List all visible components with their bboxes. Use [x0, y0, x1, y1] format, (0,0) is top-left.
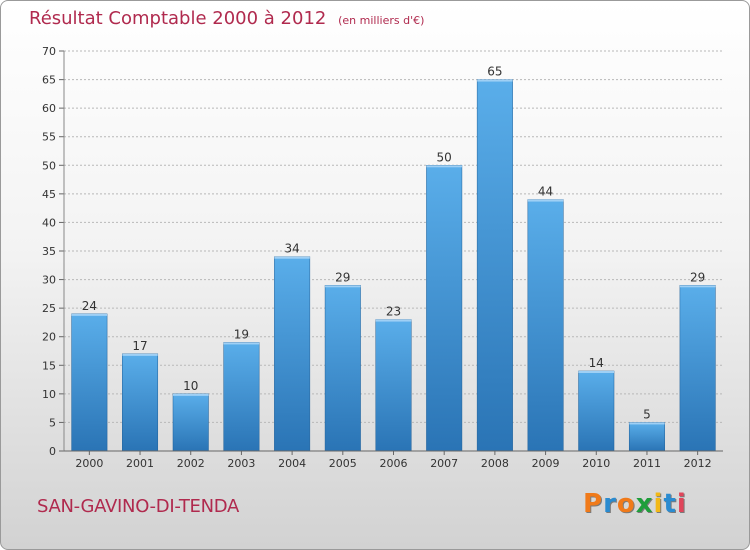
bar-highlight: [172, 393, 209, 396]
y-tick-label: 50: [42, 159, 56, 172]
bar-2000: [71, 313, 108, 452]
bar-2010: [578, 370, 615, 452]
chart-title: Résultat Comptable 2000 à 2012 (en milli…: [29, 8, 424, 29]
data-label-2008: 65: [487, 65, 502, 79]
bar-2004: [274, 256, 311, 452]
logo-letter: i: [676, 489, 687, 519]
data-label-2001: 17: [132, 339, 147, 353]
y-tick-label: 45: [42, 188, 56, 201]
bar-2009: [527, 199, 564, 452]
y-tick-label: 0: [49, 445, 56, 458]
bar-highlight: [578, 371, 615, 373]
y-tick-label: 65: [42, 74, 56, 87]
bar-highlight: [477, 79, 513, 82]
bar-highlight: [426, 165, 462, 168]
logo-letter: o: [616, 489, 636, 519]
data-label-2012: 29: [690, 270, 705, 284]
x-axis: 2000 2001 2002 2003 2004 2005 2006 2007 2008 2009…: [75, 451, 712, 470]
bar-2005: [324, 285, 361, 452]
bar-2011: [628, 422, 665, 452]
x-tick-label-2007: 2007: [430, 457, 458, 470]
y-tick-label: 25: [42, 302, 56, 315]
x-tick-label-2009: 2009: [532, 457, 560, 470]
bars: [71, 79, 716, 452]
data-label-2006: 23: [386, 305, 401, 319]
data-label-2010: 14: [589, 356, 604, 370]
bar-highlight: [375, 319, 412, 322]
bar-2008: [476, 79, 513, 452]
data-label-2000: 24: [82, 299, 97, 313]
bar-highlight: [274, 256, 310, 259]
y-tick-label: 70: [42, 45, 56, 58]
data-label-2011: 5: [643, 407, 651, 421]
y-tick-label: 60: [42, 102, 56, 115]
x-tick-label-2012: 2012: [684, 457, 712, 470]
data-label-2007: 50: [437, 150, 452, 164]
x-tick-label-2001: 2001: [126, 457, 154, 470]
data-labels: 24 17 10 19 34 29 23 50 65 44 14 5 29: [82, 65, 706, 422]
data-label-2009: 44: [538, 185, 553, 199]
x-tick-label-2003: 2003: [227, 457, 255, 470]
logo-letter: x: [635, 489, 654, 519]
data-label-2002: 10: [183, 379, 198, 393]
x-tick-label-2004: 2004: [278, 457, 306, 470]
bar-2007: [426, 165, 463, 452]
x-tick-label-2006: 2006: [380, 457, 408, 470]
y-axis: 0 5 10 15 20 25 30 35 40 45 50 55 60 65 70: [42, 45, 65, 458]
x-tick-label-2008: 2008: [481, 457, 509, 470]
title-main: Résultat Comptable 2000 à 2012: [29, 8, 327, 29]
proxiti-logo: Proxiti: [583, 489, 687, 519]
bar-highlight: [527, 199, 564, 202]
bar-2003: [223, 342, 260, 452]
logo-letter: r: [603, 489, 617, 519]
data-label-2004: 34: [284, 242, 299, 256]
bar-2006: [375, 319, 412, 452]
bar-2001: [122, 353, 159, 452]
data-label-2005: 29: [335, 270, 350, 284]
bar-2012: [679, 285, 716, 452]
bar-highlight: [71, 313, 108, 316]
y-tick-label: 40: [42, 216, 56, 229]
y-tick-label: 55: [42, 131, 56, 144]
data-label-2003: 19: [234, 327, 249, 341]
x-tick-label-2011: 2011: [633, 457, 661, 470]
bar-highlight: [223, 342, 260, 345]
y-tick-label: 10: [42, 388, 56, 401]
bar-highlight: [325, 285, 361, 288]
x-tick-label-2010: 2010: [582, 457, 610, 470]
x-tick-label-2000: 2000: [75, 457, 103, 470]
y-tick-label: 5: [49, 416, 56, 429]
bar-2002: [172, 393, 209, 452]
bar-highlight: [122, 353, 158, 356]
logo-letter: i: [653, 489, 664, 519]
y-tick-label: 15: [42, 359, 56, 372]
bar-highlight: [629, 422, 665, 425]
logo-letter: P: [583, 489, 604, 519]
x-tick-label-2002: 2002: [177, 457, 205, 470]
logo-letter: t: [663, 489, 677, 519]
place-name: SAN-GAVINO-DI-TENDA: [37, 496, 240, 517]
title-subtitle: (en milliers d'€): [338, 14, 425, 27]
y-tick-label: 30: [42, 274, 56, 287]
x-tick-label-2005: 2005: [329, 457, 357, 470]
bar-highlight: [679, 285, 716, 288]
y-tick-label: 35: [42, 245, 56, 258]
y-tick-label: 20: [42, 331, 56, 344]
